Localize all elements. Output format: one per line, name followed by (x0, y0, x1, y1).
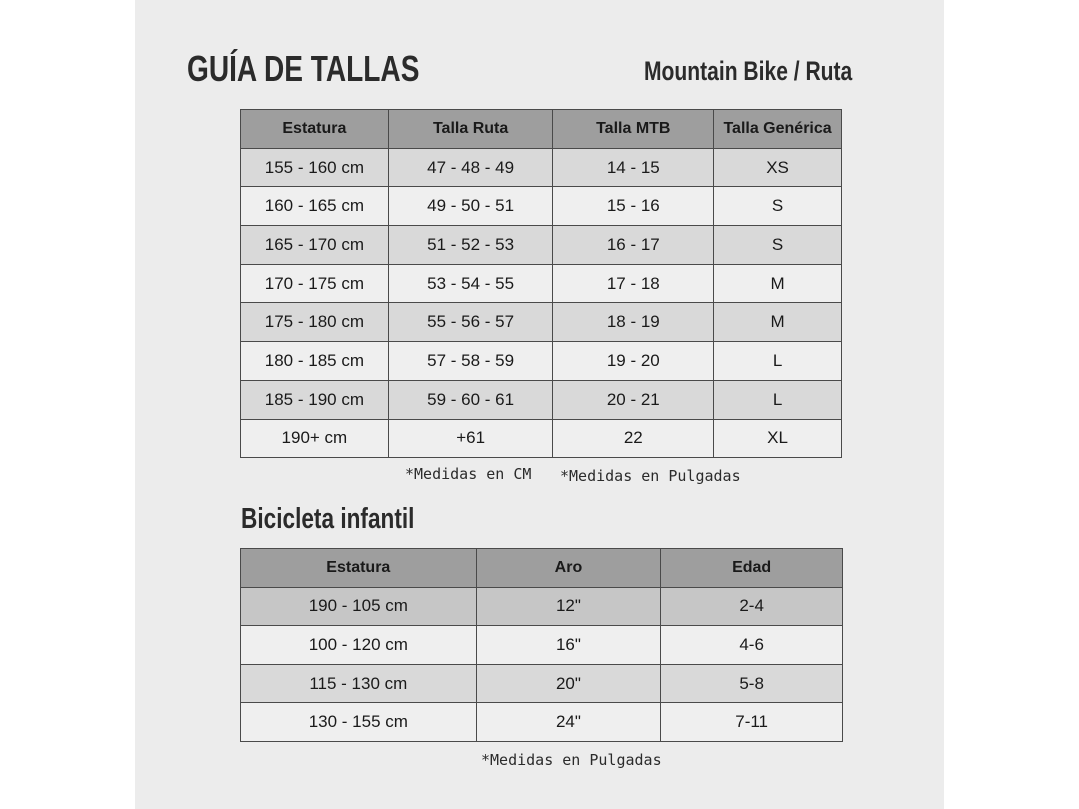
table-row: 100 - 120 cm 16" 4-6 (240, 625, 843, 665)
table-cell: M (713, 263, 842, 304)
table-cell: 7-11 (660, 702, 843, 742)
note-inches: *Medidas en Pulgadas (560, 467, 741, 485)
column-header: Aro (475, 548, 662, 588)
table-cell: S (713, 186, 842, 227)
table-cell: 24" (475, 702, 662, 742)
table-cell: 14 - 15 (552, 147, 715, 188)
column-header: Estatura (240, 548, 477, 588)
table-cell: 160 - 165 cm (240, 186, 389, 227)
table-row: 155 - 160 cm 47 - 48 - 49 14 - 15 XS (240, 147, 842, 188)
table-cell: +61 (387, 418, 554, 459)
table-cell: 16 - 17 (552, 225, 715, 265)
table-row: 165 - 170 cm 51 - 52 - 53 16 - 17 S (240, 225, 842, 265)
note-kids-inches: *Medidas en Pulgadas (481, 751, 662, 769)
table-cell: 15 - 16 (552, 186, 715, 227)
table-cell: 22 (552, 418, 715, 459)
table-cell: 53 - 54 - 55 (387, 263, 554, 304)
table-cell: L (713, 341, 842, 381)
table-cell: 49 - 50 - 51 (387, 186, 554, 227)
table-header-row: Estatura Talla Ruta Talla MTB Talla Gené… (240, 109, 842, 149)
table-cell: 55 - 56 - 57 (387, 302, 554, 343)
table-cell: 185 - 190 cm (240, 379, 389, 420)
page-title: GUÍA DE TALLAS (187, 48, 420, 89)
table-cell: M (713, 302, 842, 343)
table-cell: 4-6 (660, 625, 843, 665)
table-cell: S (713, 225, 842, 265)
table-cell: 190 - 105 cm (240, 586, 477, 627)
table-cell: XS (713, 147, 842, 188)
table-cell: 5-8 (660, 663, 843, 704)
table-row: 160 - 165 cm 49 - 50 - 51 15 - 16 S (240, 186, 842, 227)
table-cell: 16" (475, 625, 662, 665)
table-row: 190 - 105 cm 12" 2-4 (240, 586, 843, 627)
kids-size-table: Estatura Aro Edad 190 - 105 cm 12" 2-4 100 … (240, 548, 843, 742)
table-row: 185 - 190 cm 59 - 60 - 61 20 - 21 L (240, 379, 842, 420)
table-cell: 47 - 48 - 49 (387, 147, 554, 188)
kids-section-title: Bicicleta infantil (241, 503, 415, 535)
table-cell: L (713, 379, 842, 420)
column-header: Estatura (240, 109, 389, 149)
table-cell: 57 - 58 - 59 (387, 341, 554, 381)
table-cell: 12" (475, 586, 662, 627)
table-cell: 100 - 120 cm (240, 625, 477, 665)
table-cell: 155 - 160 cm (240, 147, 389, 188)
table-row: 170 - 175 cm 53 - 54 - 55 17 - 18 M (240, 263, 842, 304)
table-row: 180 - 185 cm 57 - 58 - 59 19 - 20 L (240, 341, 842, 381)
column-header: Talla MTB (552, 109, 715, 149)
table-cell: 170 - 175 cm (240, 263, 389, 304)
column-header: Talla Genérica (713, 109, 842, 149)
table-row: 130 - 155 cm 24" 7-11 (240, 702, 843, 742)
table-row: 190+ cm +61 22 XL (240, 418, 842, 459)
table-cell: 51 - 52 - 53 (387, 225, 554, 265)
table-header-row: Estatura Aro Edad (240, 548, 843, 588)
note-cm: *Medidas en CM (405, 465, 532, 483)
table-row: 175 - 180 cm 55 - 56 - 57 18 - 19 M (240, 302, 842, 343)
table-cell: 20" (475, 663, 662, 704)
table-cell: XL (713, 418, 842, 459)
table-row: 115 - 130 cm 20" 5-8 (240, 663, 843, 704)
table-cell: 17 - 18 (552, 263, 715, 304)
table-cell: 190+ cm (240, 418, 389, 459)
table-cell: 18 - 19 (552, 302, 715, 343)
table-cell: 180 - 185 cm (240, 341, 389, 381)
table-cell: 175 - 180 cm (240, 302, 389, 343)
table-cell: 115 - 130 cm (240, 663, 477, 704)
table-cell: 130 - 155 cm (240, 702, 477, 742)
table-cell: 165 - 170 cm (240, 225, 389, 265)
table-cell: 20 - 21 (552, 379, 715, 420)
column-header: Talla Ruta (387, 109, 554, 149)
adult-size-table: Estatura Talla Ruta Talla MTB Talla Gené… (240, 109, 842, 459)
table-cell: 59 - 60 - 61 (387, 379, 554, 420)
table-cell: 19 - 20 (552, 341, 715, 381)
page-subtitle: Mountain Bike / Ruta (644, 56, 853, 86)
table-cell: 2-4 (660, 586, 843, 627)
column-header: Edad (660, 548, 843, 588)
